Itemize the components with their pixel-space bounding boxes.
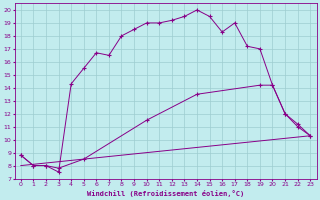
X-axis label: Windchill (Refroidissement éolien,°C): Windchill (Refroidissement éolien,°C) xyxy=(87,190,244,197)
